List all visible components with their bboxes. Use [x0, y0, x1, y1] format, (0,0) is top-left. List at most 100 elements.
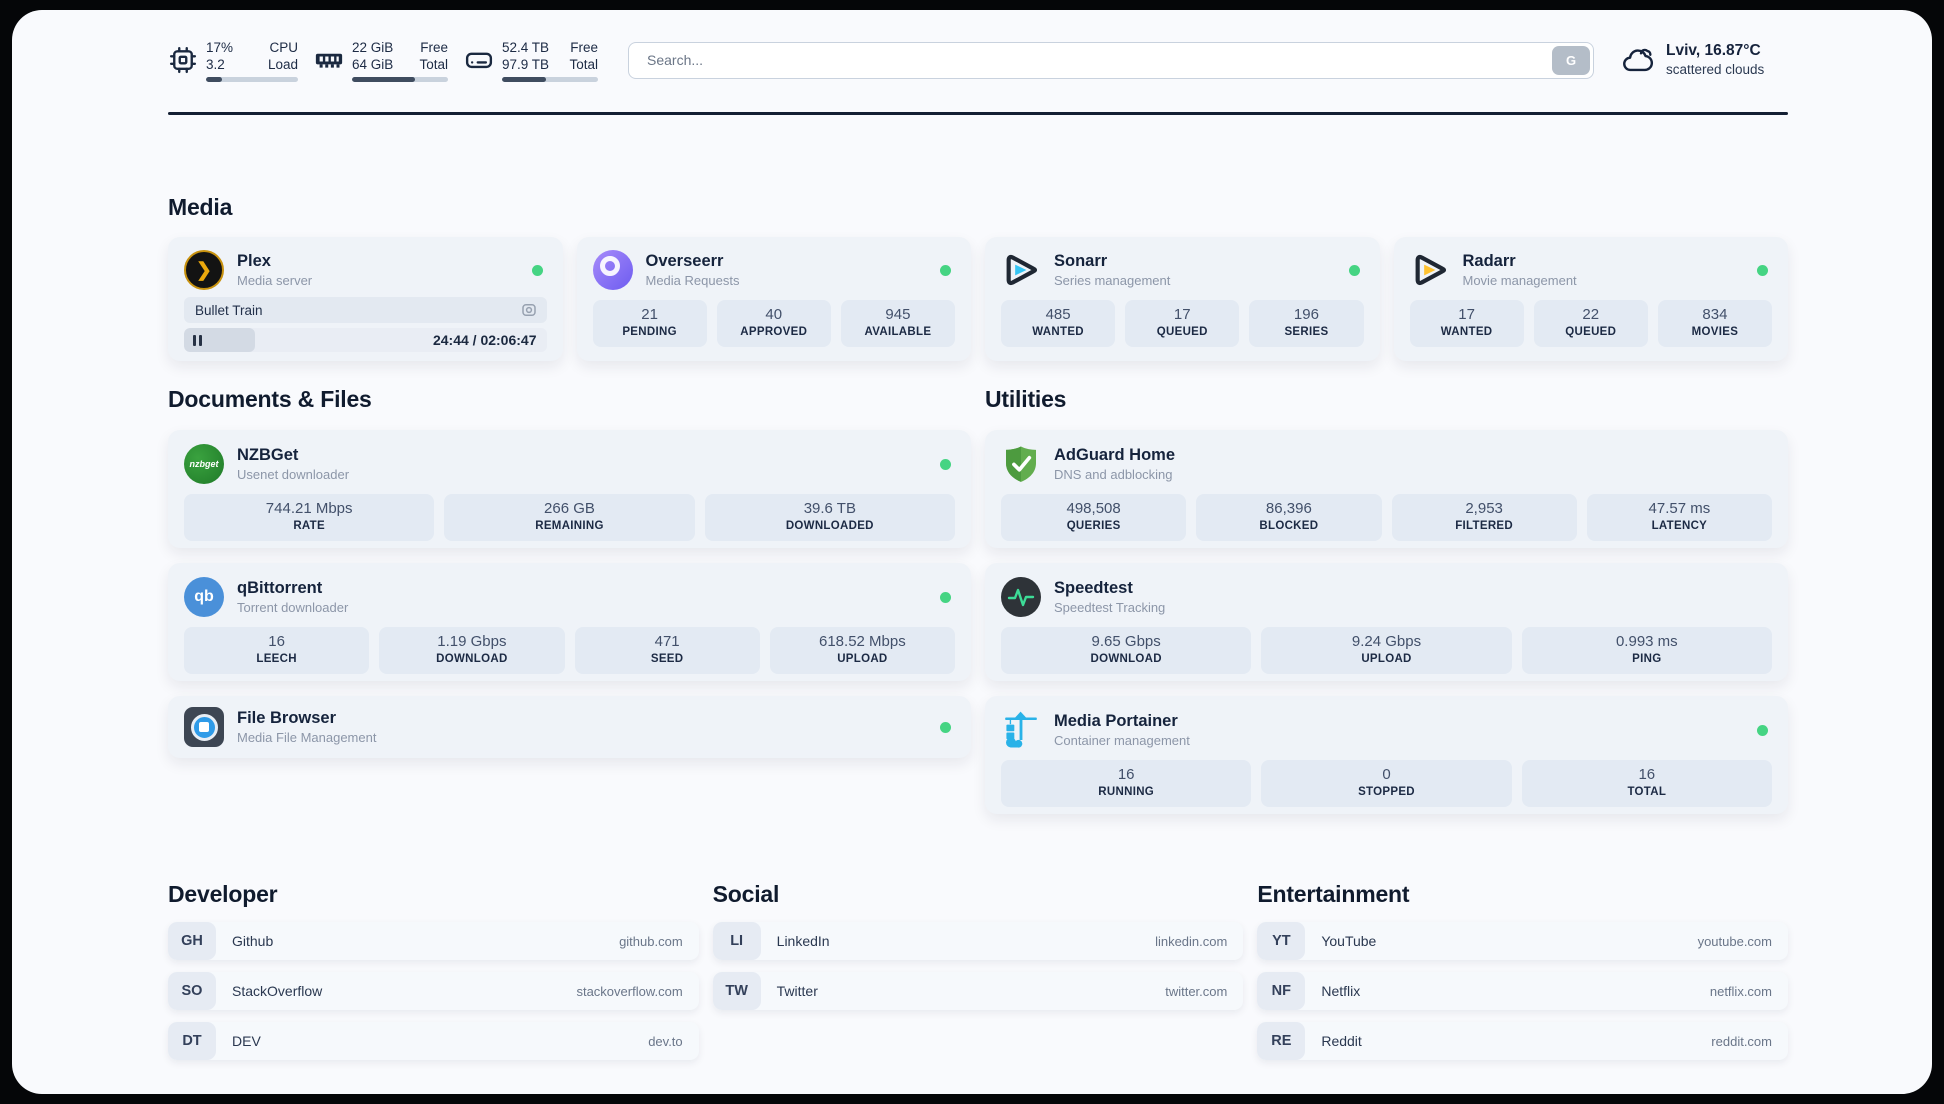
stat-wanted: 485 WANTED — [1001, 300, 1116, 347]
service-card-qbittorrent[interactable]: qb qBittorrent Torrent downloader 16 LEEC… — [168, 563, 971, 681]
service-card-sonarr[interactable]: Sonarr Series management 485 WANTED 17 QUE… — [985, 237, 1380, 361]
service-title: Plex — [237, 252, 271, 270]
disk-free-label: Free — [570, 39, 598, 55]
search-bar: G — [628, 41, 1594, 79]
service-subtitle: Container management — [1054, 733, 1190, 748]
stat-latency: 47.57 ms LATENCY — [1586, 494, 1772, 541]
cloud-icon — [1623, 48, 1654, 72]
stat-upload: 618.52 Mbps UPLOAD — [769, 627, 955, 674]
link-domain: reddit.com — [1711, 1033, 1772, 1049]
stat-queries: 498,508 QUERIES — [1001, 494, 1187, 541]
portainer-icon — [1001, 710, 1041, 750]
youtube-abbr-icon: YT — [1257, 922, 1306, 960]
disk-total-value: 97.9 TB — [502, 56, 550, 72]
cpu-label: CPU — [269, 39, 298, 55]
stat-upload: 9.24 Gbps UPLOAD — [1261, 627, 1512, 674]
stat-queued: 17 QUEUED — [1125, 300, 1240, 347]
link-twitter[interactable]: TW Twitter twitter.com — [712, 972, 1244, 1010]
section-title-media: Media — [168, 194, 233, 220]
status-dot — [940, 264, 951, 276]
link-youtube[interactable]: YT YouTube youtube.com — [1257, 922, 1788, 960]
cpu-value: 17% — [206, 39, 234, 55]
disk-total-label: Total — [569, 56, 598, 72]
status-dot — [940, 591, 951, 603]
weather-widget[interactable]: Lviv, 16.87°C scattered clouds — [1620, 41, 1788, 79]
service-title: File Browser — [237, 709, 337, 727]
stat-remaining: 266 GB REMAINING — [444, 494, 695, 541]
filebrowser-icon — [184, 707, 224, 747]
weather-location-temp: Lviv, 16.87°C — [1666, 42, 1761, 59]
reddit-abbr-icon: RE — [1257, 1022, 1306, 1060]
service-card-plex[interactable]: ❯ Plex Media server Bullet Train — [168, 237, 563, 361]
cpu-progress-fill — [206, 76, 222, 82]
service-subtitle: Media Requests — [645, 273, 740, 288]
stat-wanted: 17 WANTED — [1409, 300, 1524, 347]
stat-downloaded: 39.6 TB DOWNLOADED — [704, 494, 955, 541]
disk-free-value: 52.4 TB — [502, 39, 550, 55]
nzbget-icon: nzbget — [184, 444, 224, 484]
link-stackoverflow[interactable]: SO StackOverflow stackoverflow.com — [168, 972, 699, 1010]
disk-widget: 52.4 TB Free 97.9 TB Total — [464, 39, 598, 82]
cpu-progress-track — [206, 76, 298, 82]
link-github[interactable]: GH Github github.com — [168, 922, 699, 960]
service-title: Media Portainer — [1054, 712, 1178, 730]
radarr-icon — [1410, 250, 1450, 290]
service-title: qBittorrent — [237, 579, 323, 597]
memory-total-label: Total — [419, 56, 448, 72]
speedtest-icon — [1001, 577, 1041, 617]
playback-progress-row[interactable]: 24:44 / 02:06:47 — [184, 328, 547, 352]
status-dot — [940, 721, 951, 733]
section-title-entertainment: Entertainment — [1257, 881, 1410, 907]
search-engine-button[interactable]: G — [1552, 45, 1590, 75]
link-reddit[interactable]: RE Reddit reddit.com — [1257, 1022, 1788, 1060]
pause-icon — [193, 334, 203, 346]
link-name: Reddit — [1321, 1033, 1362, 1049]
memory-progress-fill — [352, 76, 416, 82]
search-input[interactable] — [628, 41, 1594, 79]
stat-rate: 744.21 Mbps RATE — [184, 494, 435, 541]
service-card-filebrowser[interactable]: File Browser Media File Management — [168, 696, 971, 758]
service-card-speedtest[interactable]: Speedtest Speedtest Tracking 9.65 Gbps DO… — [985, 563, 1788, 681]
link-netflix[interactable]: NF Netflix netflix.com — [1257, 972, 1788, 1010]
link-domain: youtube.com — [1697, 933, 1772, 949]
developer-links: GH Github github.com SO StackOverflow st… — [168, 922, 699, 1060]
now-playing-title: Bullet Train — [195, 302, 263, 318]
service-subtitle: Torrent downloader — [237, 600, 349, 615]
utilities-column: AdGuard Home DNS and adblocking 498,508 Q… — [985, 430, 1788, 814]
weather-condition: scattered clouds — [1666, 62, 1765, 77]
memory-widget: 22 GiB Free 64 GiB Total — [314, 39, 448, 82]
service-card-portainer[interactable]: Media Portainer Container management 16 R… — [985, 696, 1788, 814]
service-title: AdGuard Home — [1054, 446, 1176, 464]
status-dot — [531, 264, 543, 276]
stat-available: 945 AVAILABLE — [840, 300, 956, 347]
cpu-load-value: 3.2 — [206, 56, 225, 72]
status-dot — [1348, 264, 1360, 276]
status-dot — [1757, 264, 1768, 276]
stat-running: 16 RUNNING — [1001, 760, 1252, 807]
entertainment-links: YT YouTube youtube.com NF Netflix netfli… — [1257, 922, 1788, 1060]
cpu-icon — [169, 46, 197, 74]
now-playing-row[interactable]: Bullet Train — [184, 297, 547, 323]
media-card-grid: ❯ Plex Media server Bullet Train — [168, 237, 1788, 361]
link-name: LinkedIn — [776, 933, 830, 949]
social-links: LI LinkedIn linkedin.com TW Twitter twit… — [712, 922, 1244, 1010]
service-card-overseerr[interactable]: Overseerr Media Requests 21 PENDING 40 APP… — [576, 237, 971, 361]
link-dev[interactable]: DT DEV dev.to — [168, 1022, 699, 1060]
link-name: Netflix — [1321, 983, 1361, 999]
dashboard-page: 17% CPU 3.2 Load 22 G — [12, 10, 1932, 1094]
service-card-adguard[interactable]: AdGuard Home DNS and adblocking 498,508 Q… — [985, 430, 1788, 548]
section-title-developer: Developer — [168, 881, 278, 907]
plex-icon: ❯ — [184, 250, 224, 290]
stat-stopped: 0 STOPPED — [1261, 760, 1512, 807]
service-card-nzbget[interactable]: nzbget NZBGet Usenet downloader 744.21 M… — [168, 430, 971, 548]
link-domain: netflix.com — [1709, 983, 1772, 999]
section-title-utilities: Utilities — [985, 386, 1067, 412]
status-dot — [1757, 724, 1768, 736]
service-title: Overseerr — [645, 252, 724, 270]
service-card-radarr[interactable]: Radarr Movie management 17 WANTED 22 QUEUE… — [1393, 237, 1788, 361]
link-name: Github — [232, 933, 274, 949]
service-subtitle: Speedtest Tracking — [1054, 600, 1166, 615]
link-linkedin[interactable]: LI LinkedIn linkedin.com — [712, 922, 1244, 960]
netflix-abbr-icon: NF — [1257, 972, 1306, 1010]
link-domain: stackoverflow.com — [576, 983, 683, 999]
